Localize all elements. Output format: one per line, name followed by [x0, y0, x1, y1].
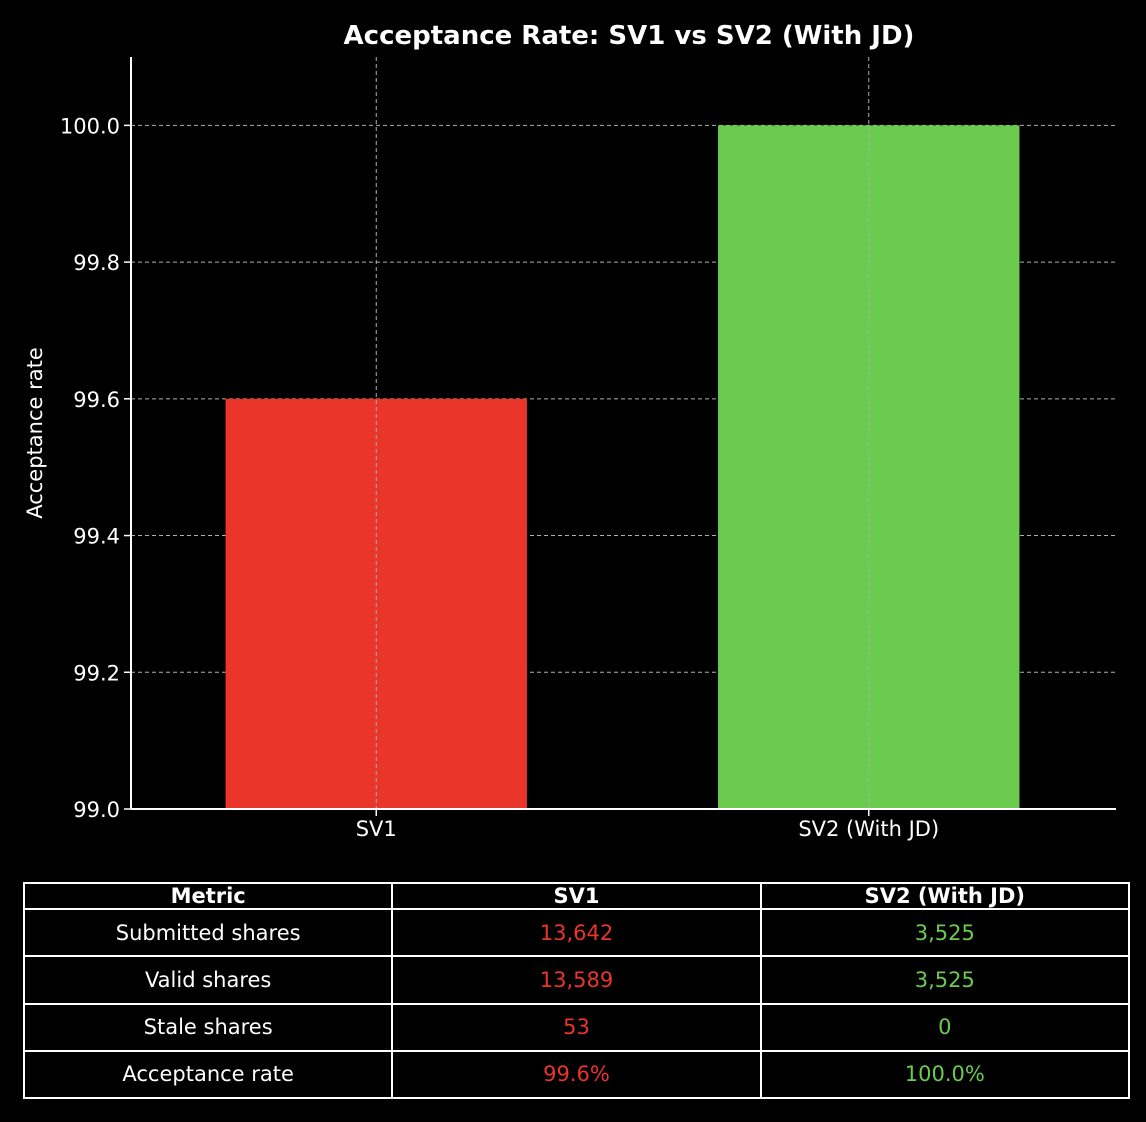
metric-name: Stale shares: [22, 1002, 394, 1052]
axes: [124, 57, 1116, 816]
sv1-value: 99.6%: [391, 1049, 762, 1100]
y-tick-label: 99.6: [73, 388, 120, 412]
y-axis-label: Acceptance rate: [23, 347, 47, 519]
header-metric: Metric: [22, 882, 394, 910]
y-tick-label: 99.0: [73, 798, 120, 822]
table-header-row: Metric SV1 SV2 (With JD): [22, 882, 1131, 910]
sv2-value: 0: [759, 1002, 1131, 1052]
y-tick-label: 99.2: [73, 661, 120, 685]
y-tick-labels: 99.0 99.2 99.4 99.6 99.8 100.0: [60, 114, 120, 822]
metric-name: Submitted shares: [22, 907, 394, 958]
sv2-value: 100.0%: [759, 1049, 1131, 1100]
header-sv1: SV1: [391, 882, 762, 910]
header-sv2: SV2 (With JD): [759, 882, 1131, 910]
metric-name: Valid shares: [22, 955, 394, 1005]
table-row: Submitted shares 13,642 3,525: [22, 907, 1131, 958]
table-row: Stale shares 53 0: [22, 1002, 1131, 1052]
sv1-value: 53: [391, 1002, 762, 1052]
x-tick-label: SV1: [356, 817, 397, 841]
sv1-value: 13,642: [391, 907, 762, 958]
metrics-table: Metric SV1 SV2 (With JD) Submitted share…: [22, 882, 1131, 1100]
vertical-grid-lines: [375, 57, 870, 809]
acceptance-rate-chart: Acceptance Rate: SV1 vs SV2 (With JD) 99…: [23, 21, 1116, 841]
x-tick-labels: SV1 SV2 (With JD): [356, 817, 939, 841]
table-row: Valid shares 13,589 3,525: [22, 955, 1131, 1005]
metric-name: Acceptance rate: [22, 1049, 394, 1100]
y-tick-label: 99.4: [73, 525, 120, 549]
sv2-value: 3,525: [759, 907, 1131, 958]
x-tick-label: SV2 (With JD): [798, 817, 939, 841]
y-tick-label: 99.8: [73, 251, 120, 275]
sv1-value: 13,589: [391, 955, 762, 1005]
chart-title: Acceptance Rate: SV1 vs SV2 (With JD): [344, 21, 915, 51]
table-row: Acceptance rate 99.6% 100.0%: [22, 1049, 1131, 1100]
y-tick-label: 100.0: [60, 114, 120, 138]
sv2-value: 3,525: [759, 955, 1131, 1005]
bars: [225, 125, 1020, 809]
